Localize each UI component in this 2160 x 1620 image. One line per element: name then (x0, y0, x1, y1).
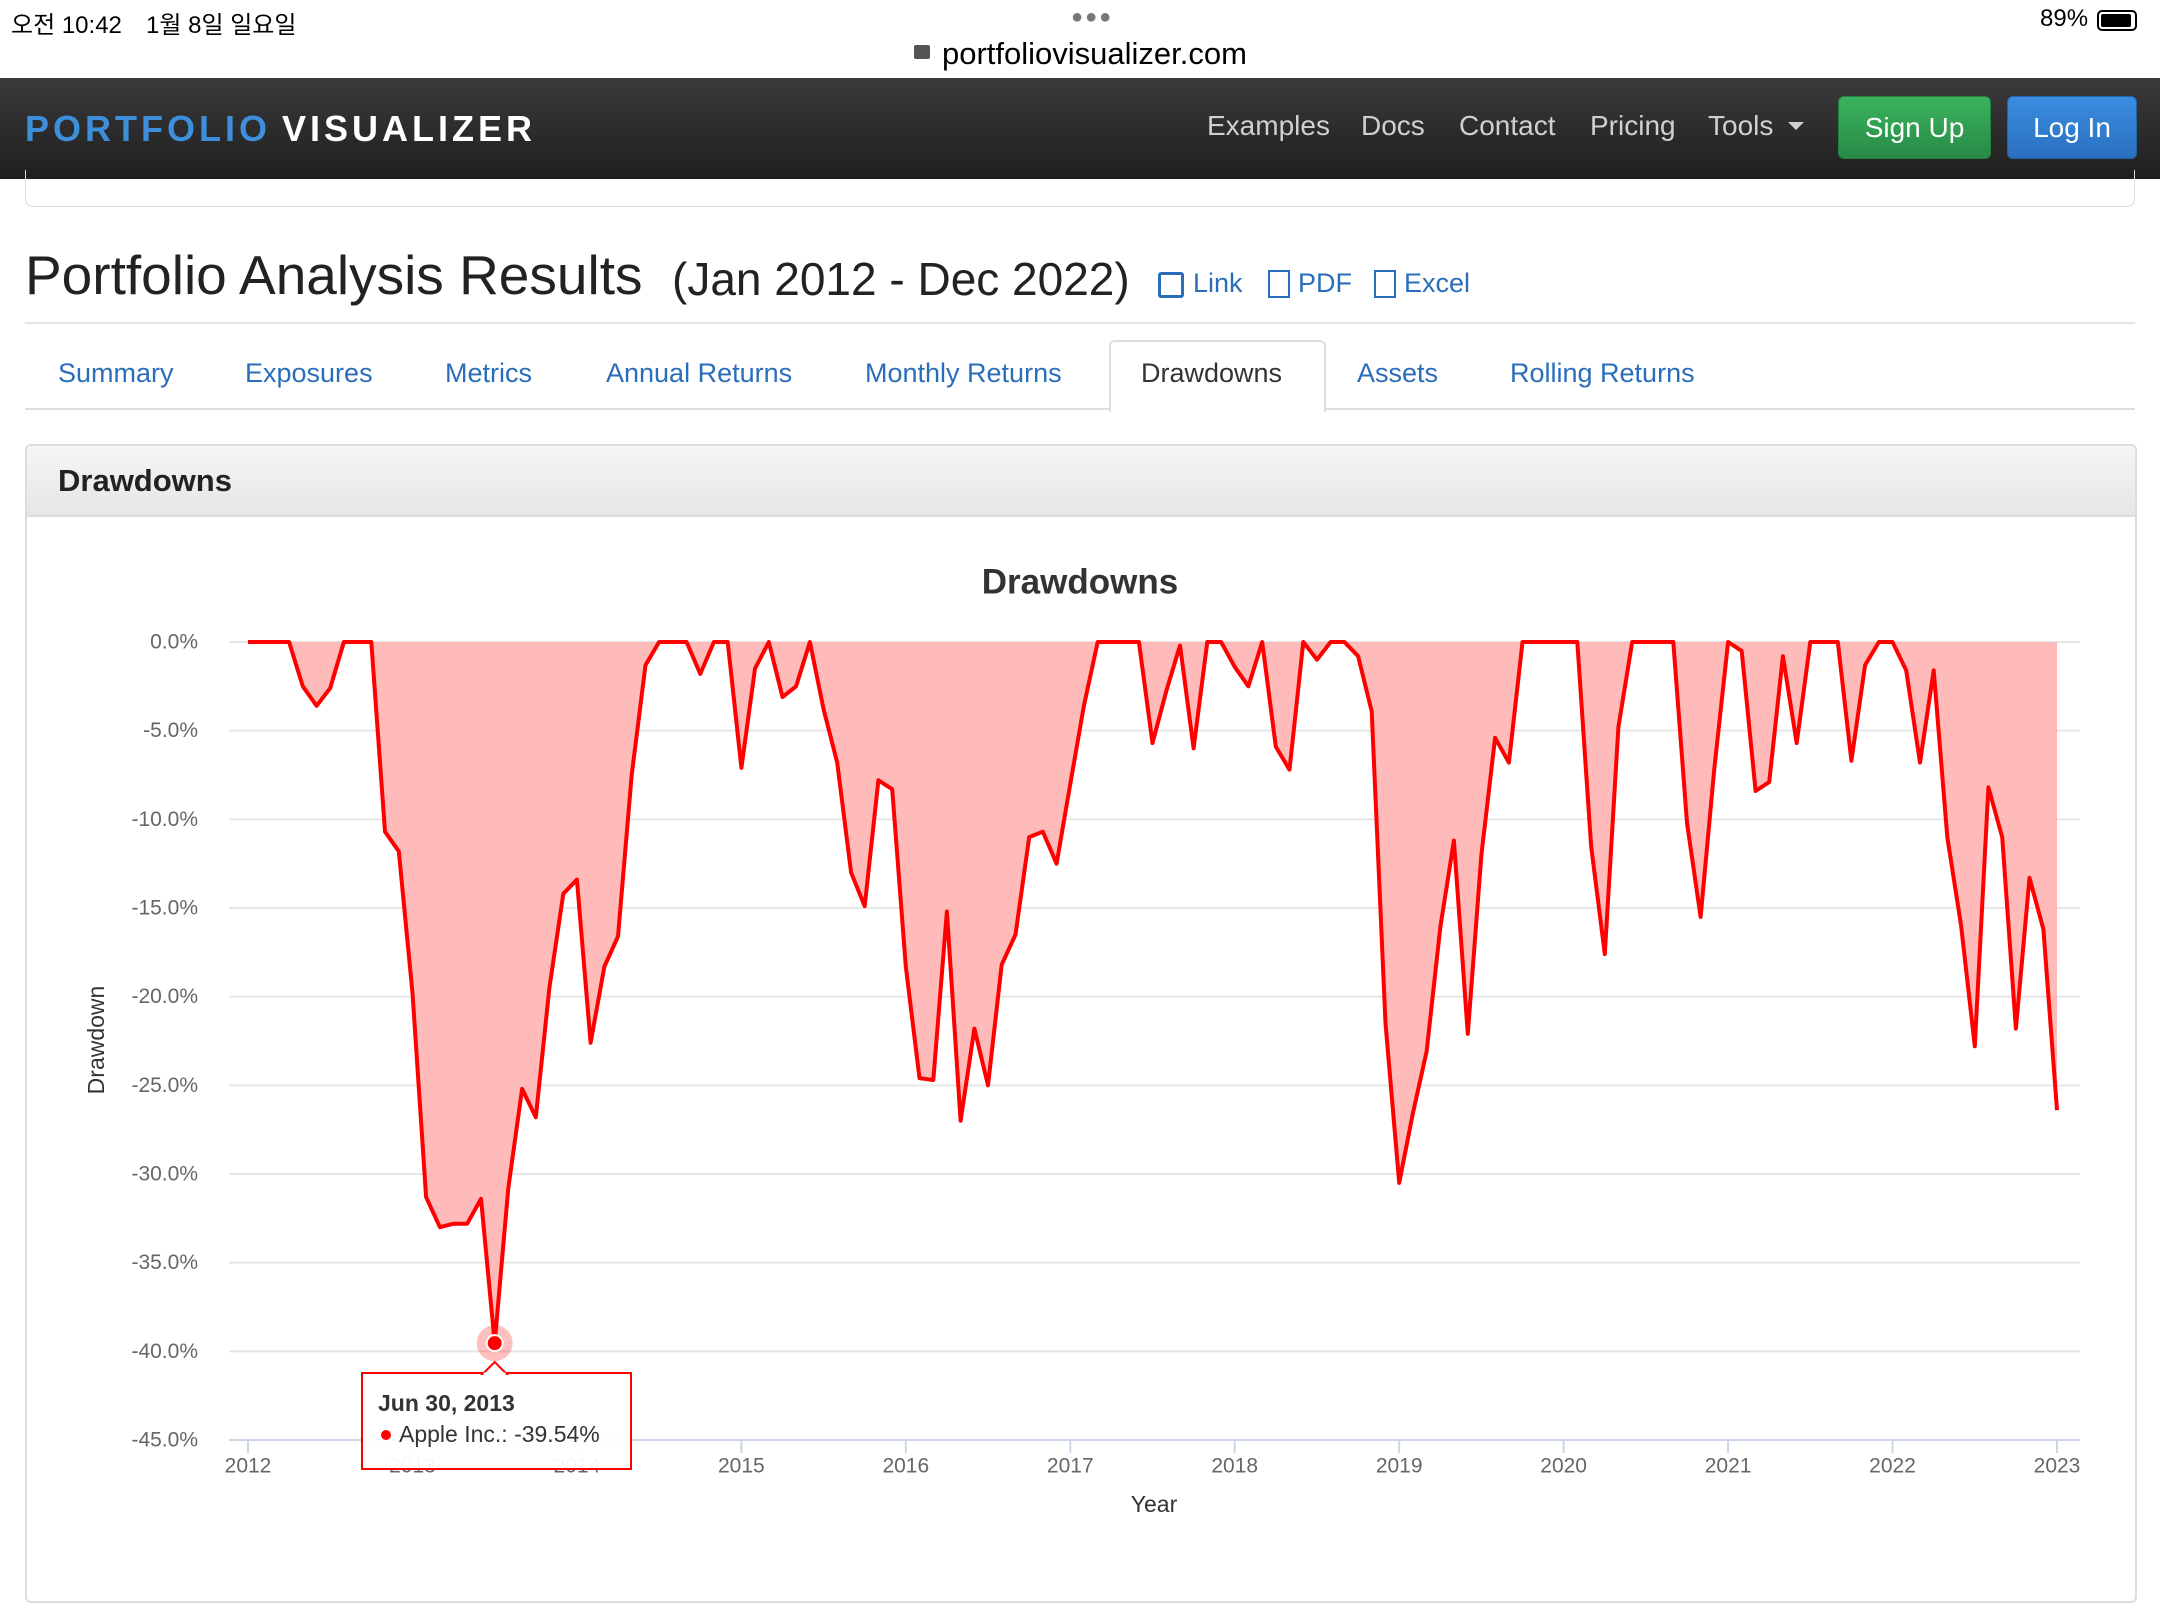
x-tick-label: 2016 (882, 1455, 929, 1478)
url: portfoliovisualizer.com (942, 36, 1247, 71)
nav-link[interactable]: Examples (1207, 110, 1330, 141)
excel-action[interactable]: Excel (1404, 268, 1471, 298)
panel-header (27, 446, 2135, 517)
plot-area: 0.0% -5.0% -10.0% -15.0% -20.0% -25.0% -30.0% -… (131, 631, 2080, 1478)
x-tick-label: 2018 (1211, 1455, 1258, 1478)
y-tick-label: 0.0% (150, 631, 198, 654)
lock-icon (914, 45, 930, 59)
browser-dots: ●●● (1071, 6, 1114, 28)
signup-button[interactable]: Sign Up (1838, 96, 1991, 159)
tab[interactable]: Summary (58, 358, 174, 388)
y-tick-label: -15.0% (131, 897, 198, 920)
x-tick-label: 2017 (1047, 1455, 1094, 1478)
card-bottom (25, 170, 2135, 207)
tooltip: Jun 30, 2013 Apple Inc.: -39.54% (361, 1360, 632, 1470)
x-tick-label: 2020 (1540, 1455, 1587, 1478)
tab[interactable]: Metrics (445, 358, 532, 388)
nav-link[interactable]: Contact (1459, 110, 1556, 141)
tab-active[interactable]: Drawdowns (1141, 358, 1283, 388)
dropdown-caret (1788, 122, 1804, 130)
tooltip-bullet (381, 1430, 391, 1440)
tab[interactable]: Rolling Returns (1510, 358, 1695, 388)
y-tick-label: -20.0% (131, 985, 198, 1008)
brand-1[interactable]: PORTFOLIO (25, 108, 271, 149)
active-tab-box (1109, 340, 1326, 412)
panel-title: Drawdowns (58, 463, 232, 498)
page-period: (Jan 2012 - Dec 2022) (672, 253, 1130, 305)
y-tick-label: -10.0% (131, 808, 198, 831)
x-tick-label: 2022 (1869, 1455, 1916, 1478)
tooltip-pointer (480, 1360, 510, 1375)
y-tick-label: -5.0% (143, 719, 198, 742)
excel-icon (1374, 270, 1396, 298)
tab[interactable]: Assets (1357, 358, 1439, 388)
link-action[interactable]: Link (1193, 268, 1243, 298)
drawdown-area (248, 642, 2057, 1344)
y-axis-title: Drawdown (83, 986, 109, 1095)
link-icon (1158, 272, 1184, 298)
y-tick-label: -40.0% (131, 1340, 198, 1363)
y-tick-label: -30.0% (131, 1163, 198, 1186)
x-tick-label: 2012 (225, 1455, 272, 1478)
brand-2[interactable]: VISUALIZER (282, 108, 537, 149)
divider (25, 322, 2135, 324)
pdf-action[interactable]: PDF (1298, 268, 1352, 298)
tooltip-title: Jun 30, 2013 (378, 1390, 515, 1416)
drawdown-line (248, 640, 2059, 1346)
tabs-line (25, 408, 2135, 410)
tab[interactable]: Annual Returns (606, 358, 793, 388)
y-tick-label: -35.0% (131, 1251, 198, 1274)
y-tick-label: -25.0% (131, 1074, 198, 1097)
x-axis-title: Year (1131, 1491, 1178, 1517)
login-button[interactable]: Log In (2007, 96, 2137, 159)
hover-point (485, 1334, 504, 1353)
tab[interactable]: Exposures (245, 358, 373, 388)
x-tick-label: 2015 (718, 1455, 765, 1478)
x-tick-label: 2019 (1376, 1455, 1423, 1478)
tooltip-label: Apple Inc.: -39.54% (399, 1421, 600, 1447)
nav-link[interactable]: Tools (1708, 110, 1774, 141)
y-tick-label: -45.0% (131, 1429, 198, 1452)
x-tick-label: 2023 (2034, 1455, 2081, 1478)
x-tick-label: 2021 (1705, 1455, 1752, 1478)
nav-link[interactable]: Pricing (1590, 110, 1676, 141)
status-time: 오전 10:42 (11, 12, 122, 39)
chart-title: Drawdowns (982, 562, 1178, 601)
page-title: Portfolio Analysis Results (25, 244, 643, 306)
status-date: 1월 8일 일요일 (146, 12, 297, 39)
pdf-icon (1268, 270, 1290, 298)
tab[interactable]: Monthly Returns (865, 358, 1062, 388)
status-battery: 89% (2040, 5, 2089, 32)
battery-icon (2097, 10, 2137, 31)
tooltip-box (361, 1372, 632, 1470)
panel (25, 444, 2137, 1603)
nav-link[interactable]: Docs (1361, 110, 1425, 141)
